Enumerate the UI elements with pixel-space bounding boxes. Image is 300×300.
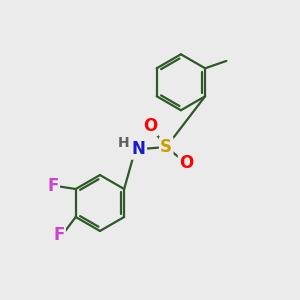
Text: N: N — [132, 140, 146, 158]
Text: O: O — [179, 154, 193, 172]
Text: O: O — [143, 117, 157, 135]
Text: F: F — [47, 177, 59, 195]
Text: H: H — [118, 136, 129, 150]
Text: S: S — [160, 138, 172, 156]
Text: F: F — [53, 226, 64, 244]
